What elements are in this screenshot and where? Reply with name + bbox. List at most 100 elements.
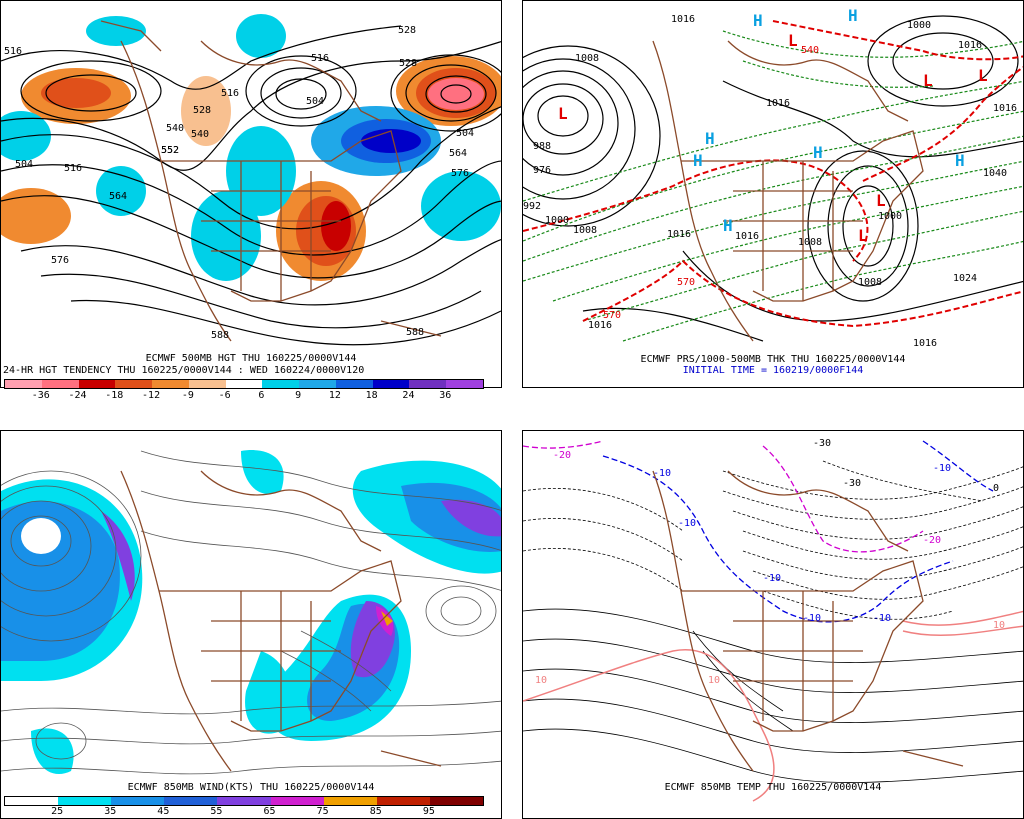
svg-text:540: 540 [801, 45, 819, 56]
high-pressure-symbol: H [753, 11, 763, 30]
svg-text:1016: 1016 [766, 98, 790, 109]
svg-text:1008: 1008 [798, 237, 822, 248]
svg-text:1016: 1016 [913, 338, 937, 349]
colorbar-tick-label: 35 [104, 806, 117, 817]
panel2-caption-line2: INITIAL TIME = 160219/0000F144 [682, 365, 864, 376]
svg-text:-10: -10 [763, 573, 781, 584]
colorbar-swatch [270, 797, 324, 805]
colorbar-tick-label: -36 [31, 390, 50, 401]
panel1-colorbar [4, 379, 484, 389]
svg-text:0: 0 [993, 483, 999, 494]
svg-text:552: 552 [161, 145, 179, 156]
wind-speed-shading [1, 450, 501, 775]
colorbar-swatch [323, 797, 377, 805]
svg-text:-10: -10 [678, 518, 696, 529]
colorbar-tick-label: 25 [51, 806, 64, 817]
svg-text:516: 516 [4, 46, 22, 57]
colorbar-tick-label: 55 [210, 806, 223, 817]
svg-text:528: 528 [193, 105, 211, 116]
high-pressure-symbol: H [955, 151, 965, 170]
panel-850mb-wind: ECMWF 850MB WIND(KTS) THU 160225/0000V14… [0, 430, 502, 819]
colorbar-swatch [5, 797, 59, 805]
svg-text:988: 988 [533, 141, 551, 152]
svg-text:1016: 1016 [671, 14, 695, 25]
colorbar-tick-label: 9 [295, 390, 302, 401]
colorbar-tick-label: -18 [105, 390, 124, 401]
colorbar-swatch [217, 797, 271, 805]
svg-text:528: 528 [398, 25, 416, 36]
svg-text:516: 516 [311, 53, 329, 64]
svg-text:1000: 1000 [545, 215, 569, 226]
svg-text:-30: -30 [813, 438, 831, 449]
high-pressure-symbol: H [693, 151, 703, 170]
colorbar-tick-label: -6 [218, 390, 231, 401]
colorbar-tick-label: 6 [258, 390, 265, 401]
colorbar-swatch [446, 380, 483, 388]
colorbar-swatch [376, 797, 430, 805]
colorbar-swatch [335, 380, 373, 388]
svg-text:1016: 1016 [667, 229, 691, 240]
temperature-labels: -10 -10 -10 -10 -20 -30 -20 -30 -10 -10 … [535, 438, 1005, 686]
panel3-colorbar [4, 796, 484, 806]
svg-text:576: 576 [451, 168, 469, 179]
isobars [523, 15, 1023, 342]
svg-text:976: 976 [533, 165, 551, 176]
colorbar-tick-label: -24 [68, 390, 87, 401]
colorbar-swatch [115, 380, 153, 388]
panel-surface-pressure-thickness: 1016 1008 1000 988 976 992 1000 1008 101… [522, 0, 1024, 388]
colorbar-tick-label: 18 [365, 390, 378, 401]
cold-isotherms [523, 460, 1023, 620]
panel1-map: 516 528 540 504 552 528 540 516 516 504 … [1, 14, 501, 346]
colorbar-tick-label: 75 [316, 806, 329, 817]
colorbar-tick-label: 45 [157, 806, 170, 817]
colorbar-swatch [58, 797, 112, 805]
svg-text:570: 570 [677, 277, 695, 288]
coastlines [120, 470, 442, 772]
panel2-caption-line1: ECMWF PRS/1000-500MB THK THU 160225/0000… [640, 354, 906, 365]
svg-text:10: 10 [993, 620, 1005, 631]
panel1-caption-line1: ECMWF 500MB HGT THU 160225/0000V144 [145, 353, 357, 364]
svg-text:576: 576 [51, 255, 69, 266]
colorbar-tick-label: 24 [402, 390, 415, 401]
coastlines [100, 20, 442, 342]
panel-500mb-height: 516 528 540 504 552 528 540 516 516 504 … [0, 0, 502, 388]
svg-text:1008: 1008 [573, 225, 597, 236]
low-pressure-symbol: L [978, 66, 988, 85]
svg-text:1000: 1000 [907, 20, 931, 31]
svg-text:1016: 1016 [588, 320, 612, 331]
svg-text:564: 564 [449, 148, 467, 159]
svg-text:504: 504 [15, 159, 33, 170]
svg-text:1016: 1016 [735, 231, 759, 242]
colorbar-swatch [78, 380, 116, 388]
panel3-colorbar-ticks: 25 35 45 55 65 75 85 95 [4, 806, 482, 818]
colorbar-tick-label: 85 [369, 806, 382, 817]
svg-text:504: 504 [306, 96, 324, 107]
thickness-green [523, 30, 1023, 342]
low-pressure-symbol: L [558, 104, 568, 123]
svg-text:-10: -10 [933, 463, 951, 474]
streamlines [1, 450, 501, 775]
colorbar-swatch [429, 797, 483, 805]
thickness-red [523, 20, 1023, 328]
svg-text:1000: 1000 [878, 211, 902, 222]
svg-text:1008: 1008 [575, 53, 599, 64]
svg-text:1016: 1016 [993, 103, 1017, 114]
high-pressure-symbol: H [848, 6, 858, 25]
height-contours [1, 25, 501, 346]
svg-text:516: 516 [64, 163, 82, 174]
isobar-labels: 1016 1008 1000 988 976 992 1000 1008 101… [523, 14, 1017, 349]
svg-text:1024: 1024 [953, 273, 977, 284]
svg-text:540: 540 [166, 123, 184, 134]
svg-text:1008: 1008 [858, 277, 882, 288]
svg-text:-20: -20 [923, 535, 941, 546]
svg-text:-20: -20 [553, 450, 571, 461]
svg-text:-10: -10 [803, 613, 821, 624]
svg-text:570: 570 [603, 310, 621, 321]
svg-text:516: 516 [221, 88, 239, 99]
high-pressure-symbol: H [705, 129, 715, 148]
contour-labels: 516 528 540 504 552 528 540 516 516 504 … [4, 25, 474, 341]
low-pressure-symbol: L [923, 71, 933, 90]
svg-text:10: 10 [535, 675, 547, 686]
colorbar-tick-label: -12 [142, 390, 161, 401]
svg-text:992: 992 [523, 201, 541, 212]
